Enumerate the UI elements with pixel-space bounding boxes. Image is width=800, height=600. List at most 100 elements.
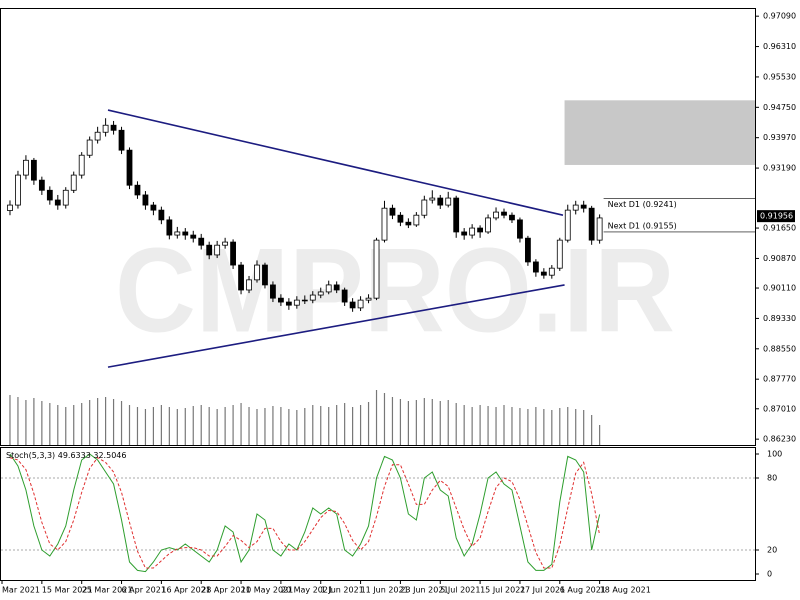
y-tick-label: 0.87770: [763, 375, 796, 384]
current-price-label: 0.91956: [760, 212, 793, 221]
candle-body: [238, 264, 244, 291]
candle-body: [285, 301, 292, 306]
candle-body: [421, 199, 428, 216]
y-tick-label: 0.88550: [763, 344, 796, 353]
candle-body: [461, 231, 468, 236]
candle-body: [7, 204, 13, 211]
candle-body: [46, 189, 53, 201]
candle-body: [301, 299, 308, 302]
candle-body: [62, 189, 69, 206]
candle-body: [365, 297, 372, 301]
x-tick-label: 20 May 2021: [281, 586, 333, 595]
candle-body: [389, 207, 396, 216]
candle-body: [453, 197, 460, 233]
stochastic-line: [9, 456, 601, 569]
candle-body: [110, 124, 117, 131]
candle-body: [23, 159, 29, 176]
candle-body: [532, 261, 539, 273]
x-tick-label: 15 Mar 2021: [42, 586, 93, 595]
candle-body: [413, 214, 420, 226]
level-label: Next D1 (0.9155): [608, 221, 677, 230]
candle-body: [158, 209, 165, 221]
indicator-name: Stoch(5,3,3): [6, 451, 55, 460]
y-tick-label: 100: [767, 450, 782, 459]
candle-body: [198, 237, 205, 246]
candle-body: [182, 231, 189, 236]
candle-body: [509, 214, 515, 221]
candle-body: [556, 239, 563, 269]
x-tick-label: 28 Apr 2021: [201, 586, 250, 595]
y-tick-label: 0.95530: [763, 72, 796, 81]
candle-body: [70, 174, 77, 191]
candle-body: [485, 217, 491, 233]
y-tick-label: 0.93190: [763, 164, 796, 173]
y-tick-label: 0.91650: [763, 224, 796, 233]
x-tick-label: 27 Jul 2021: [520, 586, 565, 595]
candle-body: [349, 301, 356, 309]
y-tick-label: 0.90110: [763, 284, 796, 293]
candle-body: [445, 197, 452, 206]
y-tick-label: 80: [767, 474, 777, 483]
candle-body: [206, 244, 213, 256]
candle-body: [94, 131, 101, 141]
stochastic-line: [9, 453, 601, 573]
y-tick-label: 20: [767, 546, 777, 555]
x-tick-label: 18 Aug 2021: [600, 586, 651, 595]
candle-body: [86, 139, 93, 156]
main-last-value: 49.6333: [58, 451, 91, 460]
candle-body: [190, 234, 197, 239]
y-tick-label: 0.94750: [763, 103, 796, 112]
candle-body: [102, 124, 109, 133]
candle-body: [381, 207, 388, 241]
candle-body: [230, 241, 236, 266]
candle-body: [246, 279, 252, 291]
current-price-box: [757, 210, 795, 223]
candle-body: [54, 199, 61, 206]
candle-body: [30, 159, 37, 181]
zone: [564, 100, 755, 165]
x-tick-label: 23 Jun 2021: [400, 586, 448, 595]
candle-body: [501, 211, 507, 216]
candle-body: [78, 154, 85, 176]
signal-last-value: 32.5046: [93, 451, 126, 460]
x-tick-label: 1 Jun 2021: [321, 586, 364, 595]
y-tick-label: 0.90870: [763, 254, 796, 263]
candle-body: [270, 284, 276, 299]
candle-body: [540, 271, 547, 276]
x-tick-label: 10 May 2021: [241, 586, 293, 595]
candle-body: [174, 231, 181, 236]
trendline: [107, 284, 565, 368]
y-tick-label: 0.89330: [763, 314, 796, 323]
candle-body: [254, 264, 260, 281]
candle-body: [333, 284, 340, 291]
candle-body: [341, 289, 348, 303]
stochastic-panel-frame: [0, 447, 756, 581]
x-tick-label: 6 Aug 2021: [560, 586, 606, 595]
candle-body: [126, 149, 133, 186]
candle-body: [437, 197, 444, 206]
candle-body: [588, 207, 595, 241]
x-tick-label: 25 Mar 2021: [82, 586, 133, 595]
candle-body: [293, 299, 300, 306]
candle-body: [214, 244, 221, 256]
candle-body: [469, 227, 476, 236]
candle-body: [564, 209, 571, 241]
candle-body: [134, 184, 141, 196]
candle-body: [572, 204, 579, 211]
candle-body: [277, 297, 284, 303]
candle-body: [38, 179, 45, 191]
candle-body: [317, 291, 324, 296]
candle-body: [262, 264, 268, 286]
candle-body: [477, 227, 484, 233]
level-label: Next D1 (0.9241): [608, 200, 677, 209]
candle-body: [596, 217, 603, 241]
y-tick-label: 0: [767, 570, 772, 579]
candle-body: [142, 194, 149, 206]
candle-body: [517, 219, 523, 239]
y-tick-label: 0.97090: [763, 12, 796, 21]
trendline: [107, 109, 564, 216]
x-tick-label: 6 Apr 2021: [122, 586, 166, 595]
y-tick-label: 0.96310: [763, 42, 796, 51]
